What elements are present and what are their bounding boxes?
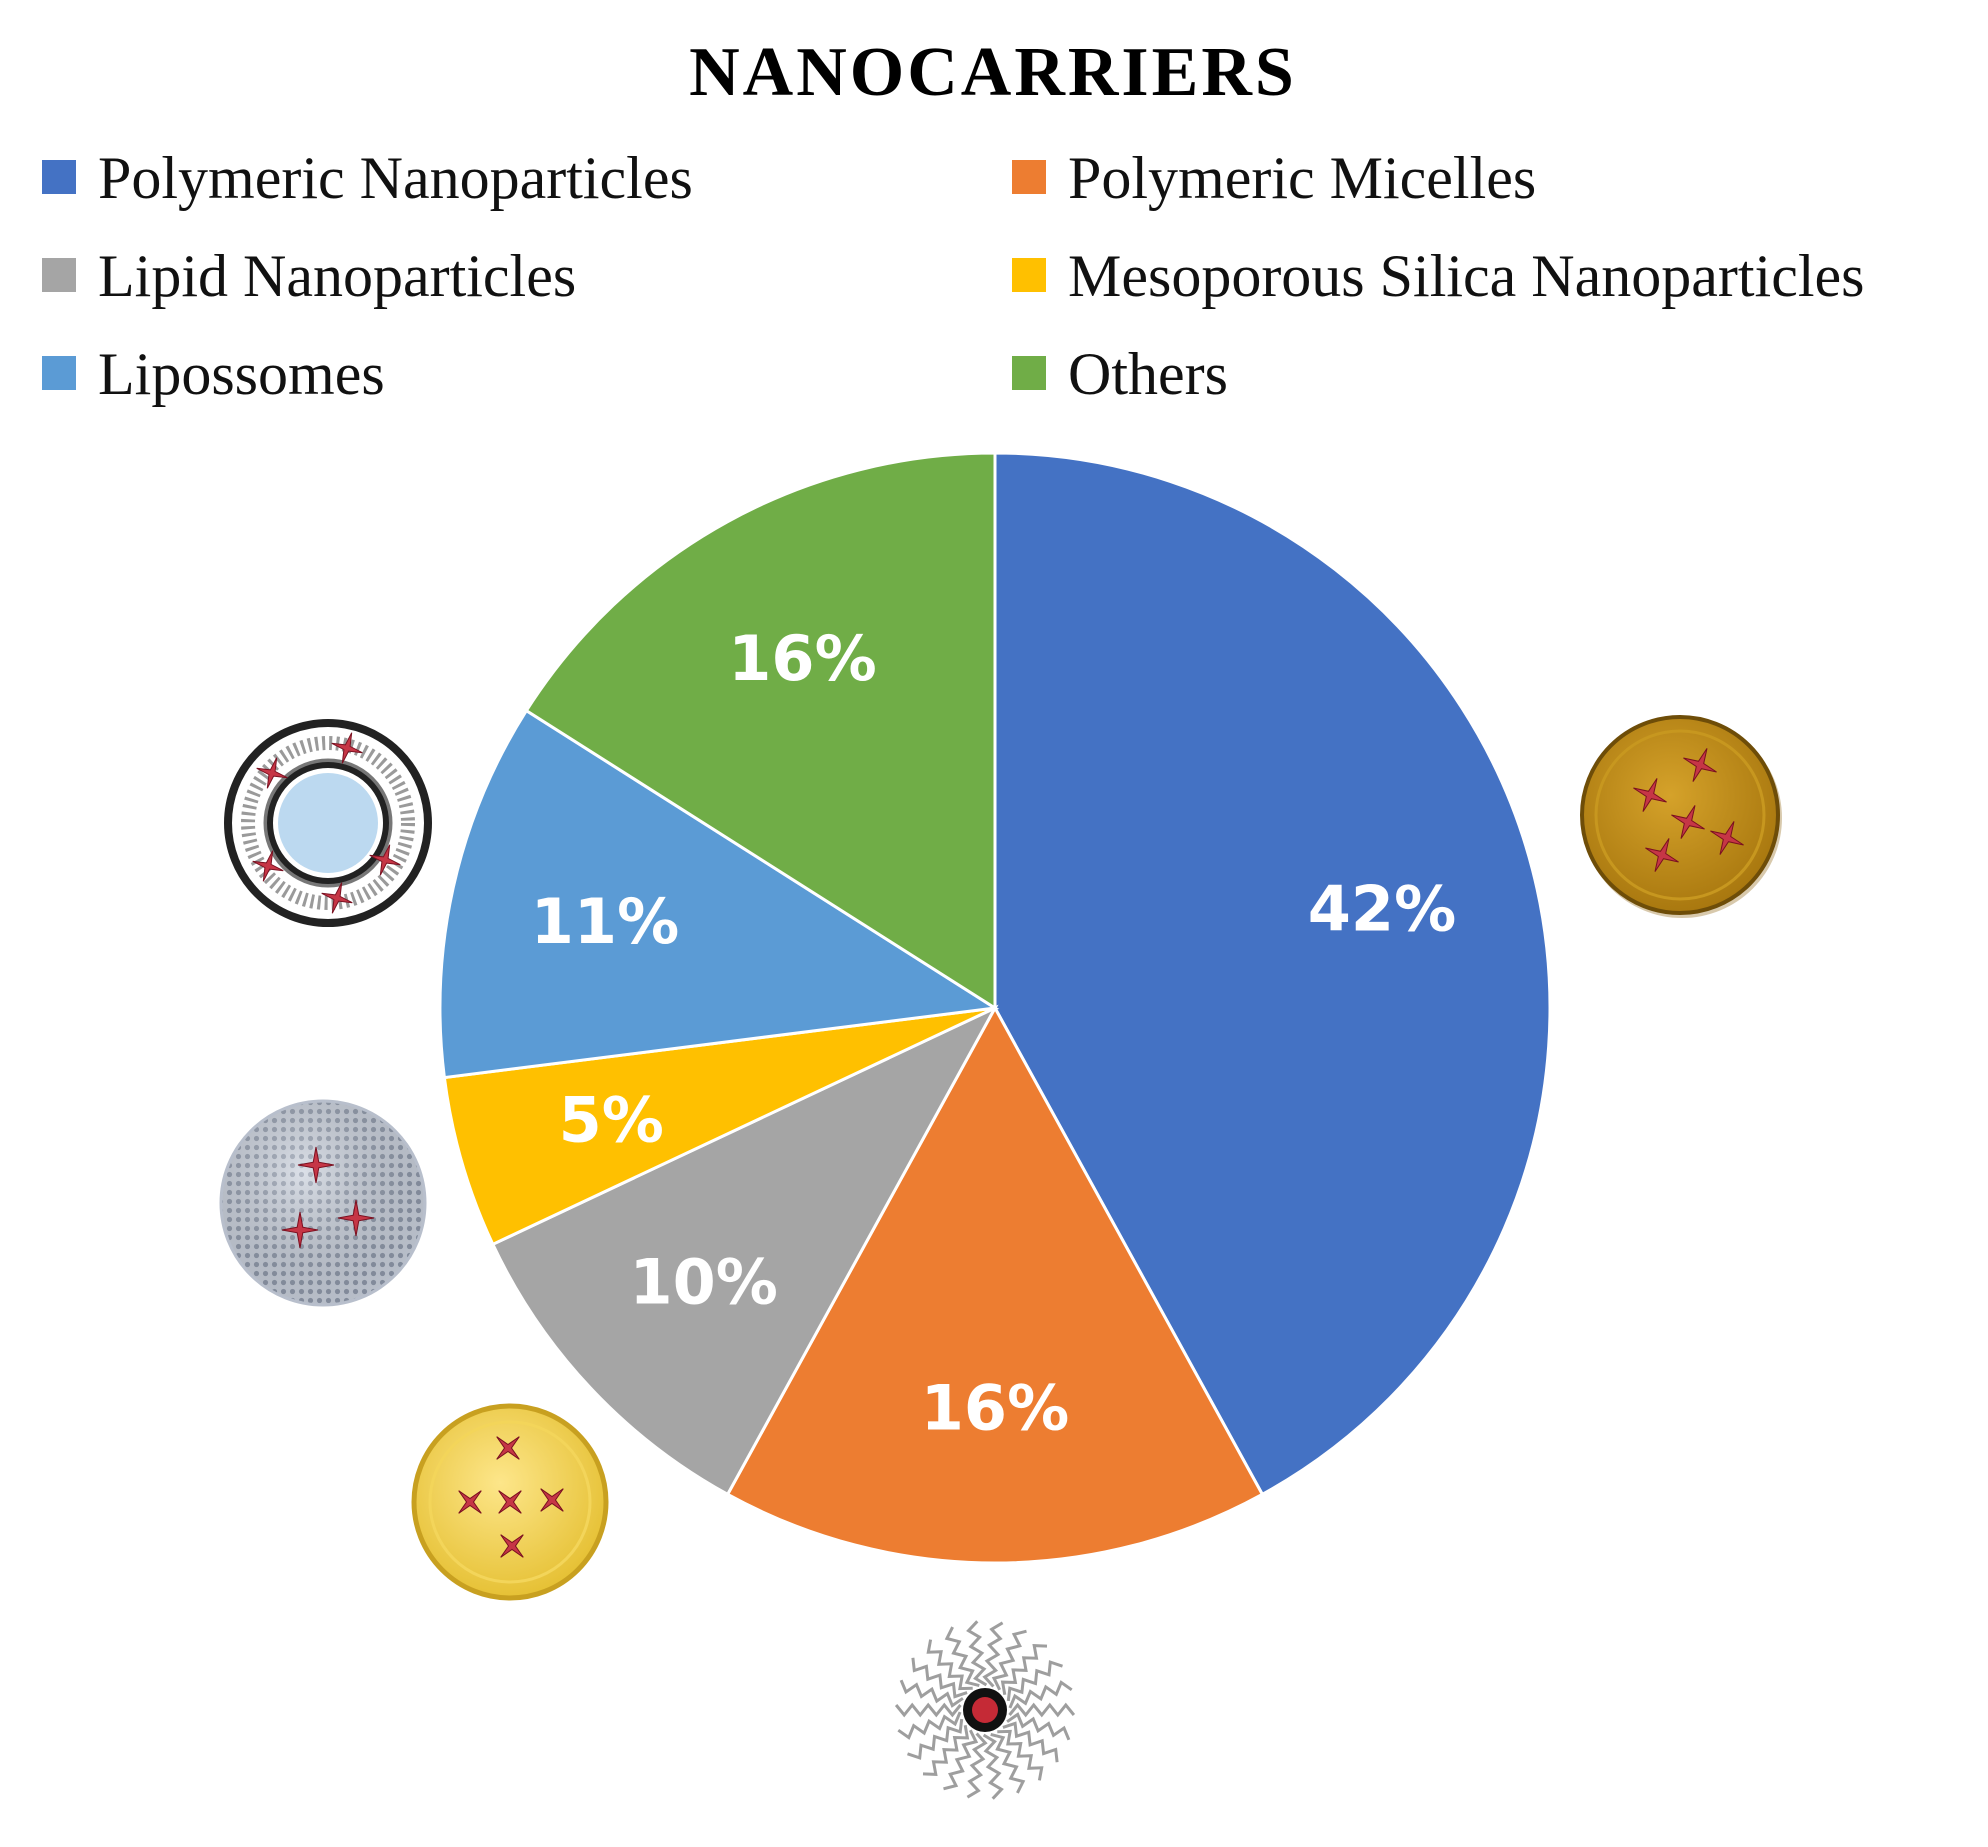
legend-label-lipossomes: Lipossomes [98,341,385,407]
legend-label-mesoporous-silica-nanoparticles: Mesoporous Silica Nanoparticles [1068,243,1865,309]
legend-label-lipid-nanoparticles: Lipid Nanoparticles [98,243,576,309]
legend-swatch-polymeric-nanoparticles [42,160,76,194]
legend-swatch-mesoporous-silica-nanoparticles [1012,258,1046,292]
chart-legend: Polymeric Nanoparticles Polymeric Micelle… [42,145,1865,407]
data-label-others: 16% [728,622,876,695]
lipid-nanoparticle-icon [411,1403,609,1601]
legend-item-lipossomes: Lipossomes [42,341,385,407]
pie-slice-lipid-nanoparticles [490,1004,999,1497]
illustrations [219,715,1782,1800]
legend-item-polymeric-micelles: Polymeric Micelles [1012,145,1536,211]
polymeric-micelle-icon [894,1620,1076,1800]
data-label-polymeric-nanoparticles: 42% [1308,873,1456,946]
data-label-lipid-nanoparticles: 10% [629,1246,777,1319]
legend-item-polymeric-nanoparticles: Polymeric Nanoparticles [42,145,693,211]
data-label-polymeric-micelles: 16% [921,1372,1069,1445]
legend-swatch-others [1012,356,1046,390]
legend-label-polymeric-nanoparticles: Polymeric Nanoparticles [98,145,693,211]
legend-label-others: Others [1068,341,1228,407]
legend-item-lipid-nanoparticles: Lipid Nanoparticles [42,243,576,309]
pie-slice-mesoporous-silica-nanoparticles [442,1006,996,1247]
legend-swatch-lipossomes [42,356,76,390]
data-labels: 42% 16% 10% 5% 11% 16% [531,622,1456,1445]
pie-slice-others [524,451,997,1011]
chart-title: NANOCARRIERS [689,34,1297,111]
data-label-lipossomes: 11% [531,885,679,958]
data-label-mesoporous-silica-nanoparticles: 5% [559,1084,664,1157]
legend-item-others: Others [1012,341,1228,407]
legend-swatch-polymeric-micelles [1012,160,1046,194]
pie-slice-polymeric-micelles [725,1004,1265,1565]
legend-label-polymeric-micelles: Polymeric Micelles [1068,145,1536,211]
legend-item-mesoporous-silica-nanoparticles: Mesoporous Silica Nanoparticles [1012,243,1865,309]
polymeric-nanoparticle-icon [1580,715,1782,918]
pie-chart [438,451,1552,1565]
pie-slice-polymeric-nanoparticles [993,451,1552,1497]
legend-swatch-lipid-nanoparticles [42,258,76,292]
liposome-icon [224,719,432,927]
mesoporous-silica-nanoparticle-icon [219,1099,427,1307]
pie-slice-lipossomes [438,708,1000,1080]
